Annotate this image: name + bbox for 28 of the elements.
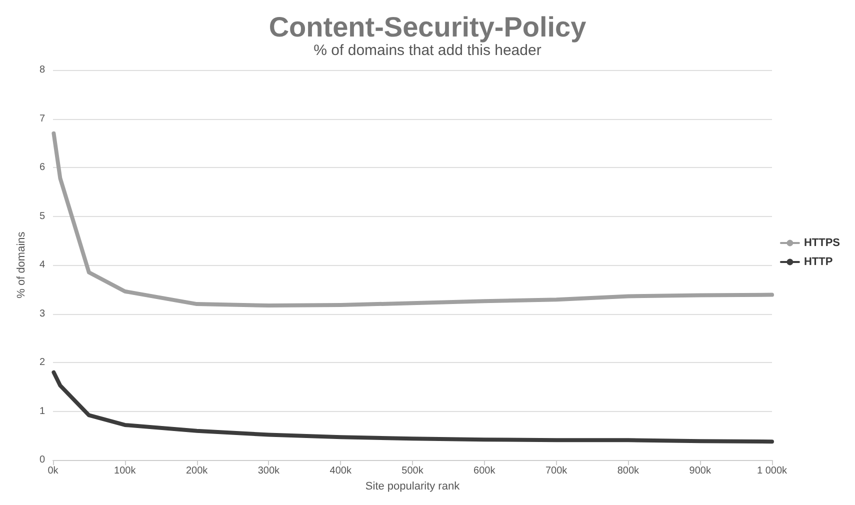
x-tick-label: 600k — [474, 466, 496, 477]
x-tick-label: 800k — [617, 466, 640, 477]
x-axis-title: Site popularity rank — [365, 480, 460, 492]
x-tick-label: 0k — [48, 466, 60, 477]
x-tick-label: 200k — [186, 466, 209, 477]
x-tick-label: 100k — [114, 466, 137, 477]
y-tick-label: 7 — [39, 113, 46, 124]
y-tick-label: 5 — [39, 210, 46, 222]
y-axis-title: % of domains — [16, 231, 28, 298]
y-tick-label: 0 — [39, 454, 46, 466]
legend-label: HTTP — [804, 256, 833, 268]
x-tick-label: 900k — [689, 466, 712, 477]
x-tick-label: 700k — [545, 466, 568, 477]
x-tick-label: 400k — [330, 466, 352, 477]
chart-subtitle: % of domains that add this header — [314, 42, 542, 59]
y-tick-label: 4 — [39, 260, 46, 271]
y-tick-label: 6 — [39, 162, 46, 174]
line-series — [52, 370, 774, 444]
y-tick-label: 2 — [39, 357, 46, 368]
x-tick-label: 1 000k — [756, 466, 788, 477]
chart-title: Content-Security-Policy — [268, 12, 587, 42]
x-tick-label: 500k — [402, 466, 424, 477]
y-tick-label: 8 — [39, 64, 46, 76]
x-tick-label: 300k — [258, 466, 281, 477]
legend-label: HTTPS — [804, 237, 840, 249]
y-tick-label: 1 — [39, 406, 46, 417]
line-series — [52, 131, 774, 308]
y-tick-label: 3 — [39, 308, 46, 320]
